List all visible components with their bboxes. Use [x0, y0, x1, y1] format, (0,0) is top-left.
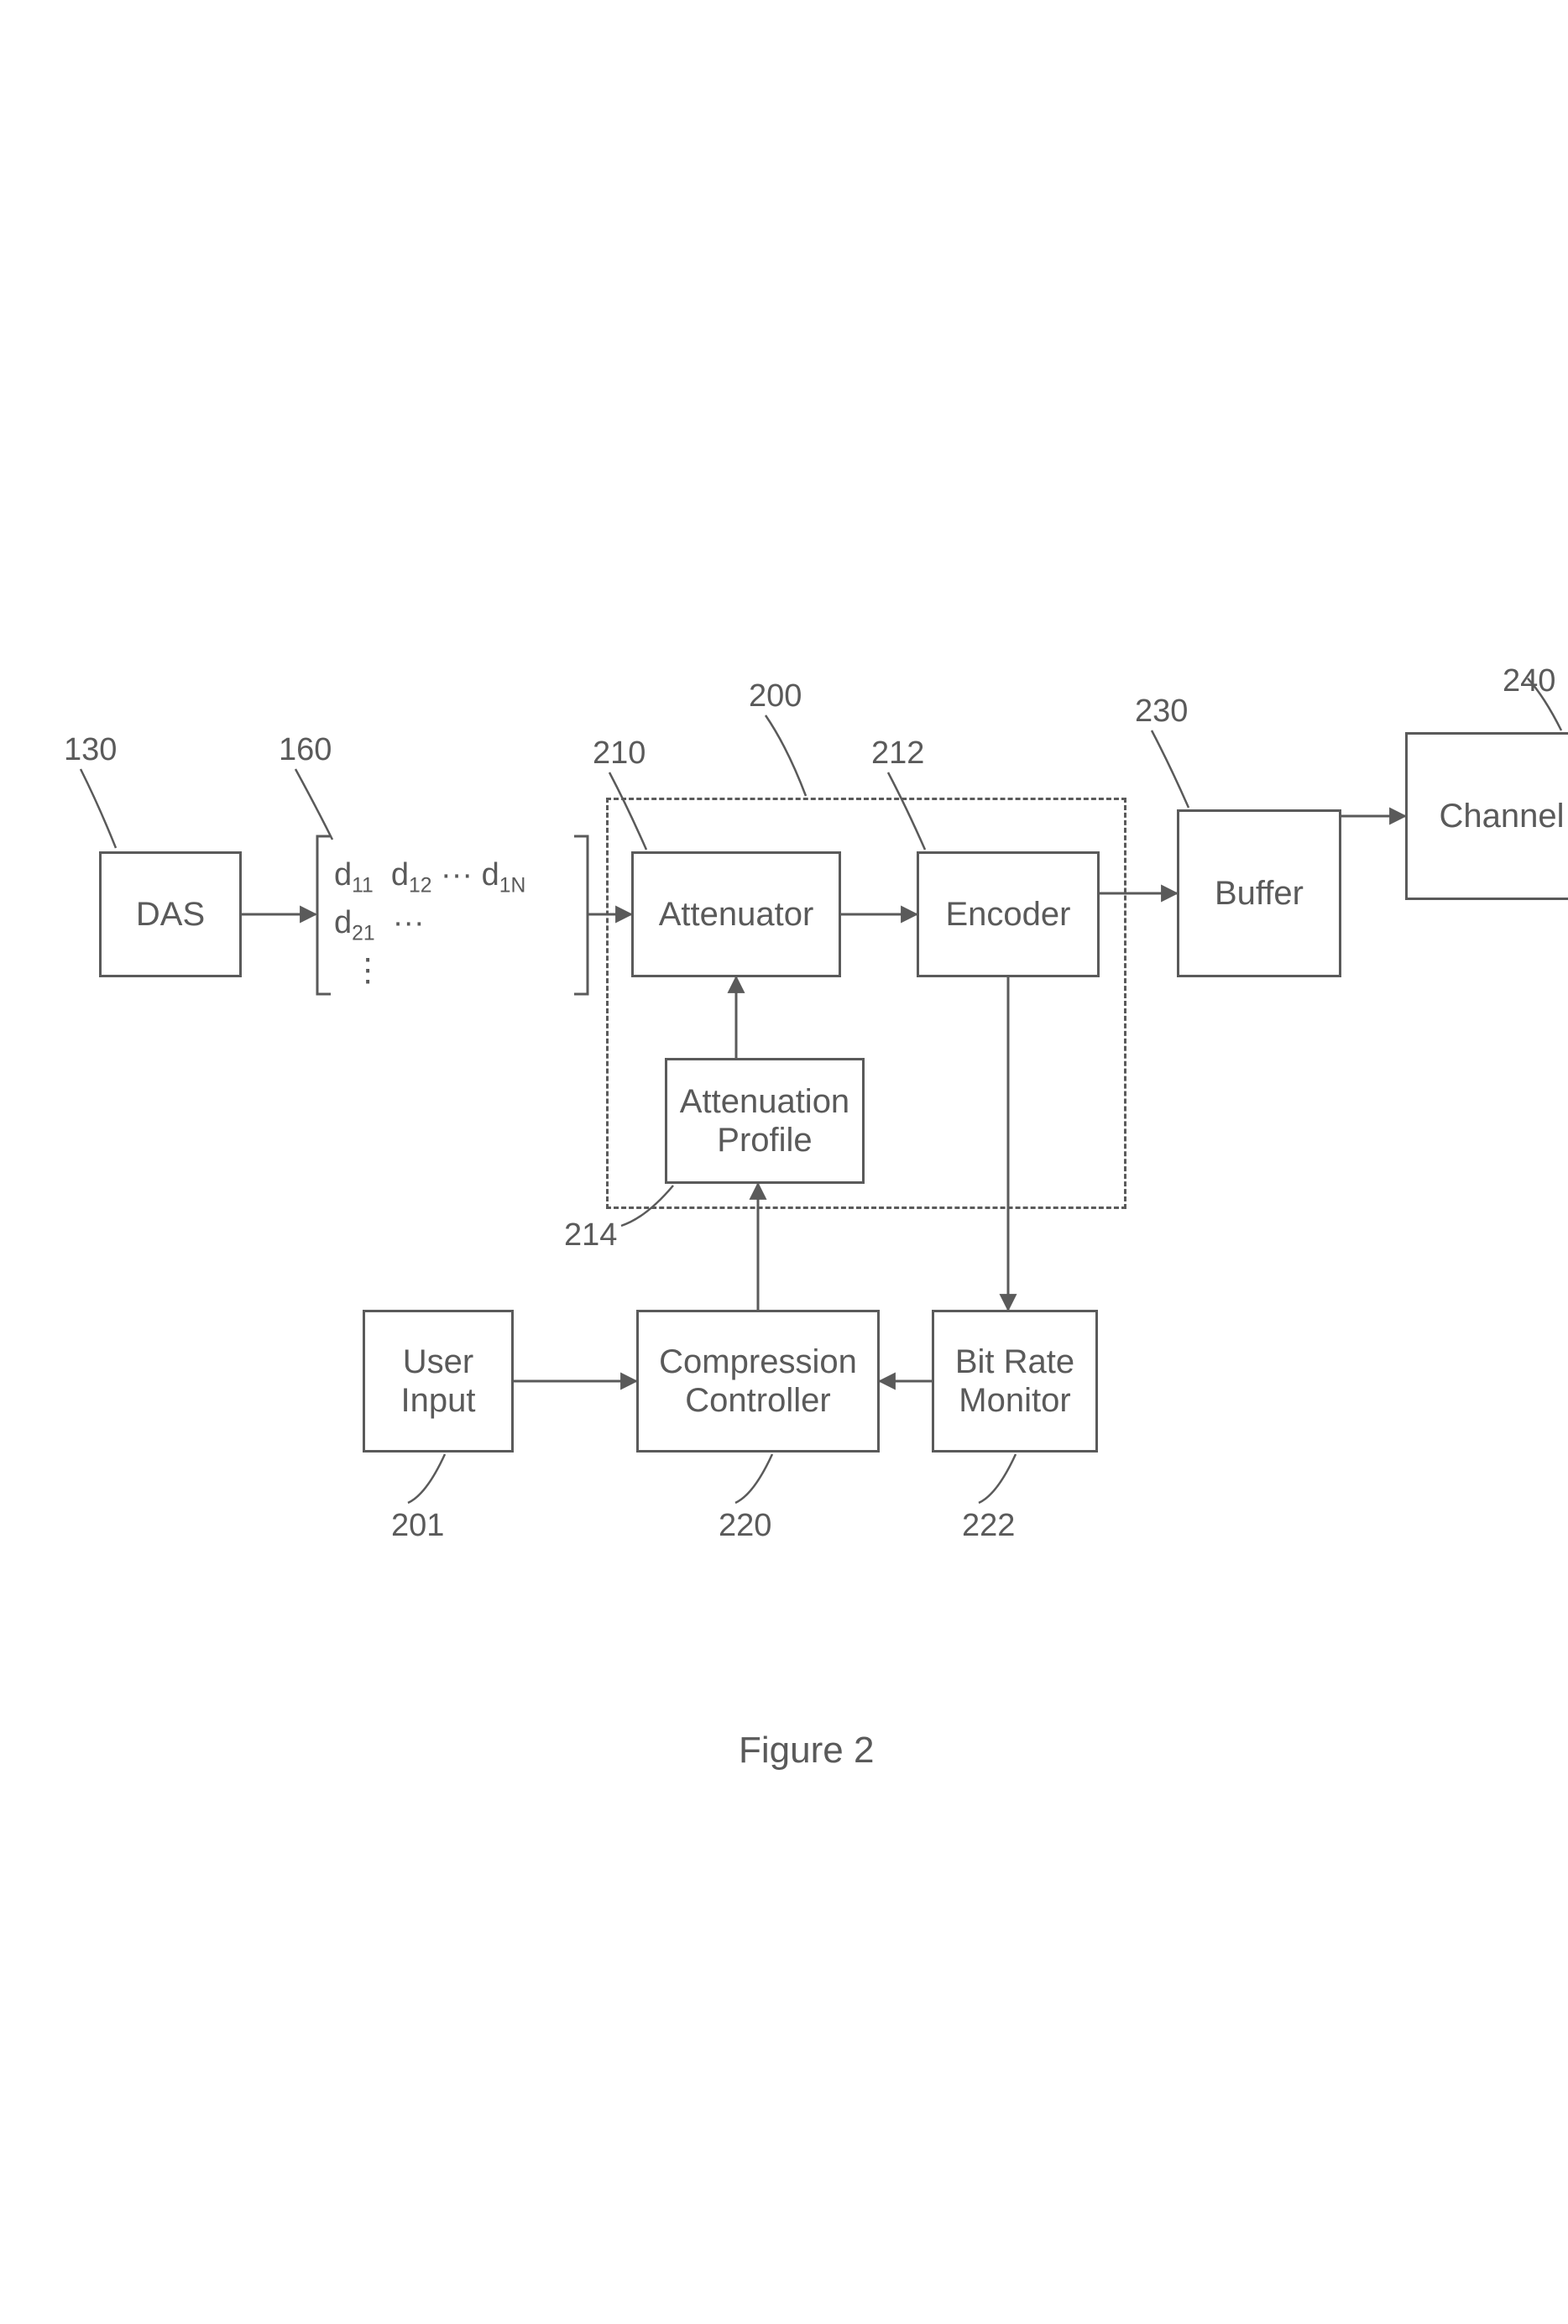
ref-230: 230 — [1135, 694, 1188, 730]
node-userinput: UserInput — [363, 1310, 514, 1452]
node-label: Buffer — [1215, 874, 1304, 913]
node-label: CompressionController — [659, 1343, 857, 1420]
node-label: Channel — [1439, 797, 1564, 835]
ref-130: 130 — [64, 732, 117, 768]
ref-212: 212 — [871, 735, 924, 772]
ref-240: 240 — [1503, 663, 1555, 699]
ref-210: 210 — [593, 735, 645, 772]
node-das: DAS — [99, 851, 242, 977]
ref-220: 220 — [719, 1508, 771, 1544]
node-channel: Channel — [1405, 732, 1568, 900]
ref-160: 160 — [279, 732, 332, 768]
node-encoder: Encoder — [917, 851, 1100, 977]
figure-caption: Figure 2 — [739, 1730, 874, 1772]
node-bitrate: Bit RateMonitor — [932, 1310, 1098, 1452]
ref-201: 201 — [391, 1508, 444, 1544]
node-label: AttenuationProfile — [680, 1082, 849, 1159]
ref-214: 214 — [564, 1217, 617, 1254]
node-compctrl: CompressionController — [636, 1310, 880, 1452]
node-label: DAS — [136, 895, 205, 934]
matrix-block: d11 d12 ··· d1Nd21 ··· ⋮ — [334, 853, 525, 994]
ref-222: 222 — [962, 1508, 1015, 1544]
node-label: UserInput — [401, 1343, 476, 1420]
node-buffer: Buffer — [1177, 809, 1341, 977]
node-label: Attenuator — [659, 895, 814, 934]
node-label: Bit RateMonitor — [955, 1343, 1074, 1420]
diagram-canvas: DAS Attenuator Encoder Buffer Channel At… — [0, 0, 1568, 2324]
node-attprof: AttenuationProfile — [665, 1058, 865, 1184]
node-attenuator: Attenuator — [631, 851, 841, 977]
ref-200: 200 — [749, 678, 802, 714]
node-label: Encoder — [946, 895, 1071, 934]
